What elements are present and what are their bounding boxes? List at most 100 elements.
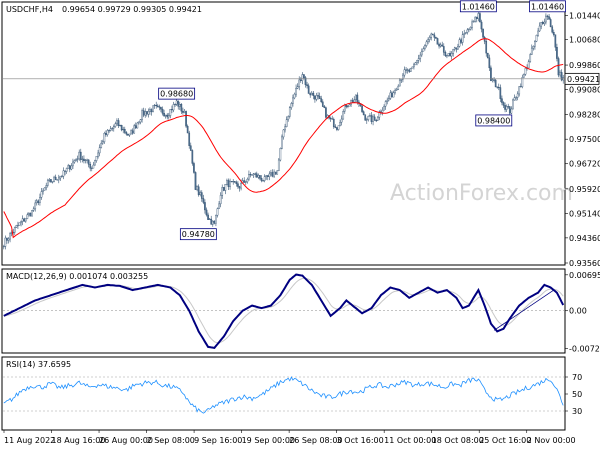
candle-body [111,127,114,130]
candle-body [178,104,181,107]
candle-body [73,160,76,163]
candle-body [458,39,461,47]
candle-body [83,158,85,161]
candle-body [240,182,242,189]
candle-body [496,86,499,88]
candle-body [387,98,390,101]
candle-body [320,98,323,103]
candle-body [221,187,224,196]
candle-body [411,66,414,69]
candle-body [246,178,249,183]
x-tick-label: 18 Oct 08:00 [432,436,484,445]
candle-body [244,181,247,183]
price-annotation-label: 0.94780 [182,230,215,239]
candle-body [546,15,549,17]
rsi-line [3,376,564,414]
candle-body [51,181,54,183]
candle-body [480,21,483,30]
x-tick-label: 18 Aug 16:00 [52,436,106,445]
candle-body [229,181,231,187]
candle-body [321,101,324,107]
price-y-tick-label: 1.01440 [569,11,600,20]
candle-body [78,151,81,160]
candle-body [384,101,387,107]
candle-body [425,41,428,46]
candle-body [263,176,266,181]
candle-body [444,52,447,56]
candle-body [119,125,121,127]
axes-layer: 1.01440 1.00680 0.99860 0.99080 0.98280 0.975… [3,11,600,445]
candle-body [7,238,10,241]
candle-body [513,97,516,101]
candle-body [98,147,101,154]
candle-body [156,105,159,107]
candle-body [260,178,263,181]
candle-body [197,186,200,195]
candle-body [323,106,326,108]
rsi-panel-frame [1,356,566,431]
candle-body [92,164,95,169]
candle-body [270,172,272,175]
candle-body [381,109,384,113]
candle-body [166,114,169,118]
candle-body [64,170,66,172]
candle-body [79,151,82,160]
price-y-tick-label: 0.93560 [569,259,600,268]
candle-body [477,13,480,19]
candle-body [485,41,488,54]
candle-body [194,172,197,190]
candle-body [6,237,8,241]
candle-body [488,57,491,69]
candle-body [409,67,412,72]
candle-body [413,64,415,68]
candle-body [139,119,142,123]
candle-body [62,170,65,177]
candle-body [224,184,227,191]
candle-body [222,187,225,191]
candle-body [532,45,535,49]
candle-body [325,107,327,118]
price-y-tick-label: 0.99860 [569,61,600,70]
candle-body [336,127,338,130]
candle-body [474,16,477,22]
candle-body [149,109,151,112]
candle-body [277,159,280,171]
price-y-tick-label: 1.00680 [569,35,600,44]
candle-body [431,33,434,36]
candle-body [502,102,505,106]
price-annotation-label: 0.98400 [477,116,510,125]
candle-body [490,67,492,81]
candle-body [422,48,425,52]
candle-body [37,200,40,203]
candle-body [417,58,420,61]
candle-body [372,116,374,122]
watermark: ActionForex.com [390,181,573,206]
candle-body [266,175,269,177]
candle-body [298,79,301,87]
candle-body [524,68,527,75]
candle-body [391,92,393,98]
candle-body [554,34,557,48]
candle-body [472,21,475,23]
candle-body [318,95,321,99]
candle-body [339,121,341,126]
candle-body [68,165,71,170]
candle-body [455,47,458,50]
candle-body [175,100,178,105]
candle-body [20,221,22,223]
macd-trendline [493,289,555,331]
candle-body [365,119,368,121]
candle-body [439,44,442,47]
candle-body [419,54,422,59]
candle-body [89,164,92,169]
candle-body [315,95,318,100]
candle-body [284,126,286,131]
candle-body [491,79,494,81]
candle-body [299,79,302,81]
candle-body [158,106,161,108]
candle-body [436,38,439,45]
candle-body [317,95,319,97]
candle-body [306,84,308,87]
candle-body [249,174,252,176]
candle-body [160,107,162,110]
